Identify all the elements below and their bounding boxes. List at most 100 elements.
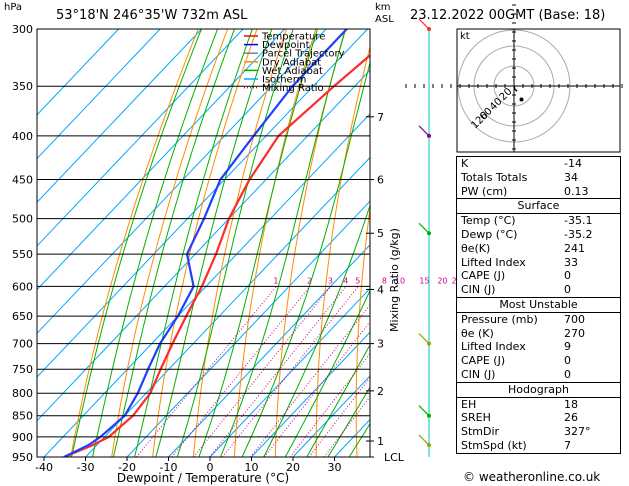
dry-adiabat-line	[111, 29, 229, 457]
km-tick-label: 5	[377, 227, 384, 240]
pressure-tick-label: 350	[12, 80, 33, 93]
mixing-ratio-label: 5	[355, 276, 360, 285]
hodograph-stat-label: StmSpd (kt)	[461, 438, 527, 452]
most-unstable-label: Pressure (mb)	[461, 312, 538, 326]
mixing-ratio-label: 20	[437, 276, 447, 285]
dry-adiabat-line	[315, 44, 370, 457]
surface-row: Dewp (°C) -35.2	[457, 228, 620, 242]
wind-barb	[418, 405, 430, 417]
index-label: K	[461, 157, 469, 170]
isotherm-line	[37, 29, 202, 203]
pressure-tick-label: 300	[12, 23, 33, 36]
km-tick-label: LCL	[384, 451, 405, 464]
hodograph-stat-value: 18	[564, 397, 578, 411]
most-unstable-value: 9	[564, 340, 571, 354]
legend-label: Parcel Trajectory	[262, 49, 345, 60]
wind-barb	[418, 222, 430, 234]
isotherm-line	[168, 244, 370, 457]
pressure-tick-label: 900	[12, 431, 33, 444]
index-label: Totals Totals	[461, 170, 528, 184]
legend-label: Isotherm	[262, 75, 306, 86]
wet-adiabat-line	[220, 29, 347, 457]
isotherm-line	[251, 331, 370, 457]
mixing-ratio-axis-label: Mixing Ratio (g/kg)	[388, 228, 401, 332]
temp-tick-label: 0	[207, 461, 214, 474]
temp-tick-label: -30	[77, 461, 95, 474]
indices-panel: K -14 Totals Totals 34 PW (cm) 0.13 Surface T…	[456, 156, 621, 454]
hodograph-stats-title: Hodograph	[457, 383, 620, 398]
hodograph-stat-row: StmDir 327°	[457, 425, 620, 439]
hodograph-stat-value: 327°	[564, 425, 591, 439]
km-tick-label: 1	[377, 435, 384, 448]
index-value: 0.13	[564, 184, 589, 198]
surface-label: Temp (°C)	[461, 214, 516, 228]
datetime-title: 23.12.2022 00GMT (Base: 18)	[410, 8, 606, 23]
isotherm-line	[37, 29, 244, 247]
isotherm-line	[292, 375, 370, 457]
hodograph-stat-label: StmDir	[461, 425, 500, 439]
hodograph-stat-label: SREH	[461, 411, 491, 425]
pressure-tick-label: 950	[12, 451, 33, 464]
pressure-tick-label: 500	[12, 213, 33, 226]
mixing-ratio-line	[222, 286, 359, 457]
index-label: PW (cm)	[461, 184, 508, 198]
surface-value: -35.2	[564, 227, 593, 241]
km-tick-label: 6	[377, 174, 384, 187]
surface-label: θe(K)	[461, 241, 491, 255]
hodograph-stat-value: 7	[564, 438, 571, 452]
isotherm-line	[43, 113, 370, 457]
most-unstable-row: Lifted Index 9	[457, 340, 620, 354]
surface-title: Surface	[457, 199, 620, 215]
dry-adiabat-line	[355, 205, 370, 457]
km-tick-label: 2	[377, 385, 384, 398]
most-unstable-row: θe (K) 270	[457, 327, 620, 341]
mixing-ratio-label: 3	[328, 276, 333, 285]
hodograph-stat-row: StmSpd (kt) 7	[457, 439, 620, 453]
isotherm-line	[37, 29, 368, 378]
temp-tick-label: -20	[118, 461, 136, 474]
wind-barb	[418, 125, 430, 137]
mixing-ratio-label: 2	[307, 276, 312, 285]
wet-adiabat-line	[176, 29, 294, 457]
surface-row: CAPE (J) 0	[457, 269, 620, 283]
mixing-ratio-line	[209, 286, 347, 457]
surface-label: Dewp (°C)	[461, 227, 518, 241]
isotherm-line	[37, 29, 119, 116]
pressure-tick-label: 750	[12, 363, 33, 376]
temp-tick-label: -10	[160, 461, 178, 474]
dry-adiabat-line	[152, 29, 258, 457]
mixing-ratio-line	[136, 286, 277, 457]
legend-label: Temperature	[261, 32, 325, 43]
km-unit-label: km	[375, 2, 391, 13]
location-title: 53°18'N 246°35'W 732m ASL	[56, 8, 248, 23]
dry-adiabat-line	[193, 29, 287, 457]
km-tick-label: 7	[377, 111, 384, 124]
hodograph-stats-section: Hodograph EH 18 SREH 26 StmDir 327° StmSpd (kt…	[457, 383, 620, 453]
isotherm-line	[37, 29, 161, 160]
mixing-ratio-label: 8	[382, 276, 387, 285]
most-unstable-value: 0	[564, 354, 571, 368]
surface-value: 33	[564, 255, 578, 269]
wind-barb	[418, 18, 430, 30]
isotherm-line	[37, 29, 285, 291]
most-unstable-title: Most Unstable	[457, 298, 620, 313]
surface-value: 0	[564, 269, 571, 283]
wet-adiabat-line	[241, 60, 370, 457]
pressure-tick-label: 850	[12, 410, 33, 423]
surface-label: CIN (J)	[461, 283, 496, 297]
most-unstable-value: 700	[564, 312, 585, 326]
most-unstable-value: 270	[564, 326, 585, 340]
wet-adiabat-line	[306, 343, 370, 457]
surface-section: Surface Temp (°C) -35.1 Dewp (°C) -35.2 θe(K…	[457, 199, 620, 298]
index-row: K -14	[457, 157, 620, 171]
pressure-tick-label: 450	[12, 174, 33, 187]
wind-barb	[418, 434, 430, 446]
index-row: PW (cm) 0.13	[457, 185, 620, 199]
surface-row: θe(K) 241	[457, 242, 620, 256]
wet-adiabat-line	[71, 29, 202, 457]
hodograph-stat-value: 26	[564, 411, 578, 425]
mixing-ratio-line	[250, 304, 370, 457]
most-unstable-label: CIN (J)	[461, 367, 496, 381]
